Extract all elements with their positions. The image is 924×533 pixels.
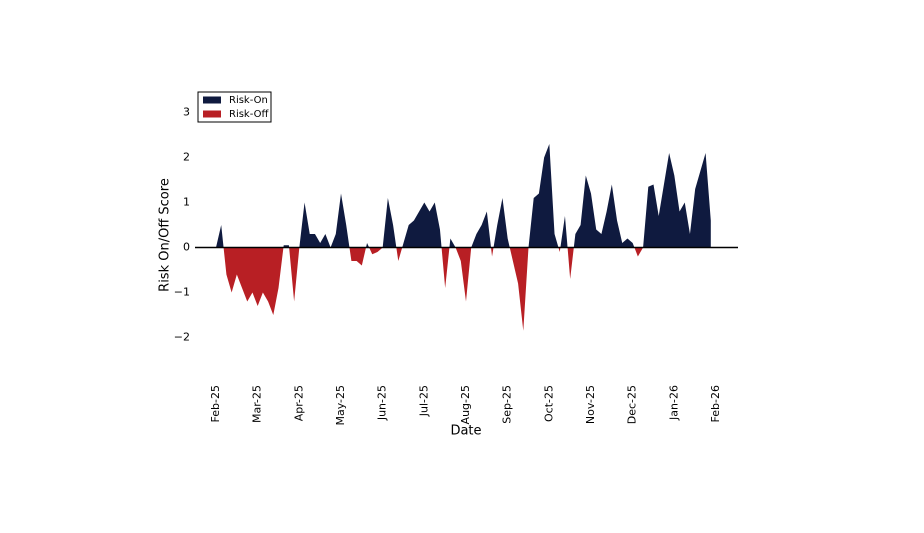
legend-label: Risk-On	[229, 95, 268, 106]
x-tick-label: Mar-25	[251, 385, 264, 423]
y-tick-label: 3	[183, 106, 190, 119]
x-tick-label: Aug-25	[459, 385, 472, 424]
legend-label: Risk-Off	[229, 109, 269, 120]
y-tick-label: 2	[183, 151, 190, 164]
x-tick-label: Jul-25	[417, 385, 430, 417]
x-tick-label: Oct-25	[542, 385, 555, 422]
y-tick-label: 1	[183, 196, 190, 209]
legend-swatch	[203, 96, 221, 104]
x-tick-label: May-25	[334, 385, 347, 426]
x-tick-label: Feb-26	[709, 385, 722, 422]
legend-swatch	[203, 110, 221, 118]
x-tick-label: Feb-25	[209, 385, 222, 422]
x-tick-label: Jan-26	[667, 385, 680, 421]
x-tick-label: Nov-25	[584, 385, 597, 424]
y-tick-label: −1	[174, 286, 190, 299]
x-tick-label: Apr-25	[292, 385, 305, 421]
risk-on-area	[216, 144, 711, 248]
y-tick-label: 0	[183, 241, 190, 254]
x-axis-label: Date	[450, 424, 481, 439]
y-tick-label: −2	[174, 331, 190, 344]
x-tick-label: Sep-25	[501, 385, 514, 424]
y-axis-label: Risk On/Off Score	[158, 178, 173, 292]
x-tick-label: Dec-25	[626, 385, 639, 424]
x-tick-label: Jun-25	[376, 385, 389, 421]
risk-off-area	[216, 247, 711, 331]
